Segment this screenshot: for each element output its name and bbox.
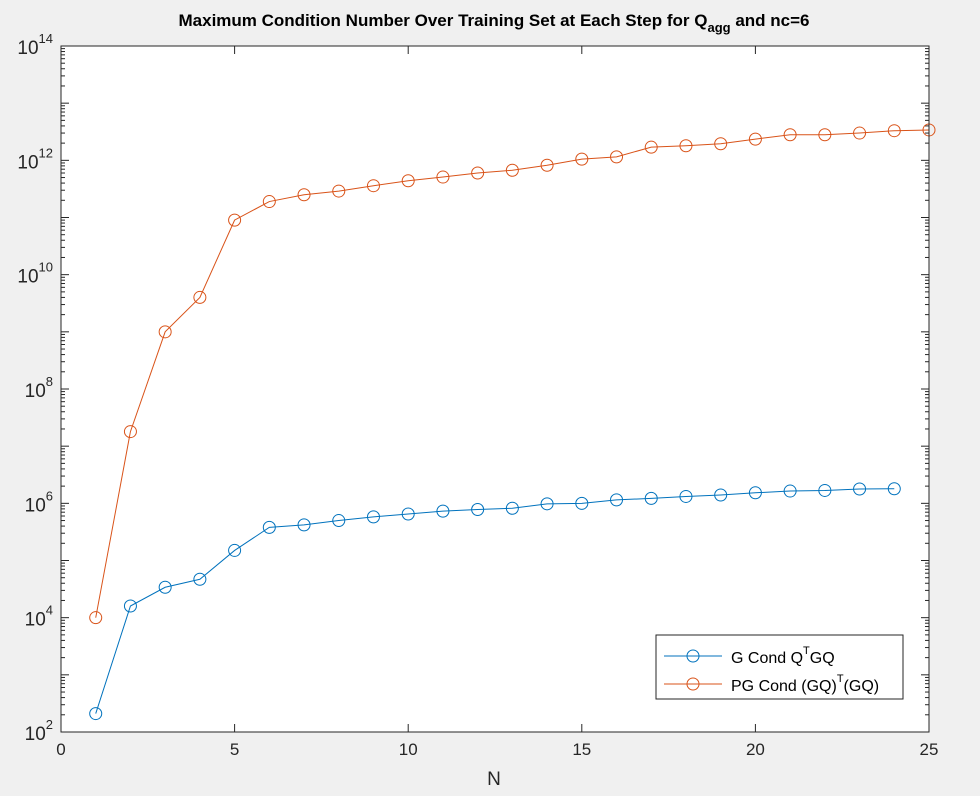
series-2-point bbox=[853, 126, 867, 140]
y-tick-label: 1010 bbox=[17, 260, 53, 288]
series-2-point bbox=[505, 163, 519, 177]
series-2-point bbox=[471, 166, 485, 180]
series-1-point bbox=[262, 520, 276, 534]
y-tick-exponent: 4 bbox=[46, 603, 53, 618]
series-2-point bbox=[123, 425, 137, 439]
series-1-point bbox=[401, 507, 415, 521]
legend-label-2: PG Cond (GQ)T(GQ) bbox=[731, 673, 879, 695]
y-tick-exponent: 10 bbox=[39, 260, 53, 275]
series-1-point bbox=[644, 491, 658, 505]
series-2-point bbox=[332, 184, 346, 198]
y-tick-base: 10 bbox=[17, 267, 38, 288]
legend-label-1: G Cond QTGQ bbox=[731, 645, 835, 667]
series-2-point bbox=[89, 611, 103, 625]
y-tick-label: 104 bbox=[25, 603, 53, 631]
series-2-point bbox=[679, 139, 693, 153]
series-1-point bbox=[575, 496, 589, 510]
y-tick-label: 102 bbox=[25, 717, 53, 745]
series-1-point bbox=[123, 599, 137, 613]
series-1-point bbox=[228, 543, 242, 557]
series-1-point bbox=[887, 482, 901, 496]
axes-frame bbox=[60, 45, 930, 733]
y-tick-base: 10 bbox=[17, 38, 38, 59]
series-1-point bbox=[818, 483, 832, 497]
legend: G Cond QTGQ PG Cond (GQ)T(GQ) bbox=[655, 634, 904, 700]
series-2-point bbox=[193, 290, 207, 304]
series-1-point bbox=[783, 484, 797, 498]
series-2-point bbox=[644, 140, 658, 154]
series-1-point bbox=[158, 580, 172, 594]
x-axis-label: N bbox=[487, 769, 501, 790]
series-1-point bbox=[748, 486, 762, 500]
series-1-point bbox=[610, 493, 624, 507]
y-tick-exponent: 6 bbox=[46, 488, 53, 503]
series-1-point bbox=[193, 572, 207, 586]
series-1-point bbox=[505, 501, 519, 515]
y-tick-base: 10 bbox=[25, 381, 46, 402]
series-layer bbox=[89, 123, 936, 721]
series-1-point bbox=[853, 482, 867, 496]
x-tick-label: 20 bbox=[746, 740, 765, 759]
series-1-point bbox=[297, 518, 311, 532]
series-2-point bbox=[297, 188, 311, 202]
series-2-point bbox=[228, 213, 242, 227]
series-1-point bbox=[89, 707, 103, 721]
series-2-point bbox=[818, 128, 832, 142]
y-tick-exponent: 12 bbox=[39, 145, 53, 160]
series-1-point bbox=[332, 514, 346, 528]
y-tick-exponent: 8 bbox=[46, 374, 53, 389]
y-tick-label: 1012 bbox=[17, 145, 53, 173]
series-2-point bbox=[887, 124, 901, 138]
chart-title: Maximum Condition Number Over Training S… bbox=[179, 11, 810, 35]
series-2-point bbox=[783, 128, 797, 142]
x-tick-label: 25 bbox=[920, 740, 939, 759]
y-tick-base: 10 bbox=[25, 724, 46, 745]
x-tick-label: 5 bbox=[230, 740, 239, 759]
series-2-point bbox=[401, 174, 415, 188]
x-tick-label: 10 bbox=[399, 740, 418, 759]
series-1-point bbox=[366, 510, 380, 524]
y-tick-label: 108 bbox=[25, 374, 53, 402]
x-tick-label: 0 bbox=[56, 740, 65, 759]
series-2-point bbox=[436, 170, 450, 184]
series-1-point bbox=[436, 504, 450, 518]
y-tick-base: 10 bbox=[25, 495, 46, 516]
series-2-point bbox=[748, 132, 762, 146]
plot-area bbox=[61, 46, 929, 732]
y-tick-label: 106 bbox=[25, 488, 53, 516]
chart-title-subscript: agg bbox=[707, 20, 730, 35]
chart-title-suffix: and nc=6 bbox=[731, 11, 810, 30]
y-tick-label: 1014 bbox=[17, 31, 53, 59]
y-tick-exponent: 2 bbox=[46, 717, 53, 732]
series-2-point bbox=[610, 150, 624, 164]
series-line-2 bbox=[95, 129, 930, 618]
x-tick-labels: 0 5 10 15 20 25 bbox=[56, 740, 938, 759]
y-tick-exponent: 14 bbox=[39, 31, 53, 46]
series-2-point bbox=[366, 179, 380, 193]
series-1-point bbox=[540, 497, 554, 511]
y-tick-base: 10 bbox=[25, 610, 46, 631]
series-2-point bbox=[714, 137, 728, 151]
series-2-point bbox=[540, 158, 554, 172]
legend-marker-1 bbox=[686, 649, 700, 663]
chart-title-main: Maximum Condition Number Over Training S… bbox=[179, 11, 708, 30]
series-1-point bbox=[679, 489, 693, 503]
series-1-point bbox=[714, 488, 728, 502]
y-tick-base: 10 bbox=[17, 152, 38, 173]
series-1-point bbox=[471, 503, 485, 516]
series-2-point bbox=[262, 195, 276, 209]
x-tick-label: 15 bbox=[572, 740, 591, 759]
legend-marker-2 bbox=[686, 677, 700, 691]
series-2-point bbox=[158, 325, 172, 339]
series-2-point bbox=[575, 152, 589, 166]
